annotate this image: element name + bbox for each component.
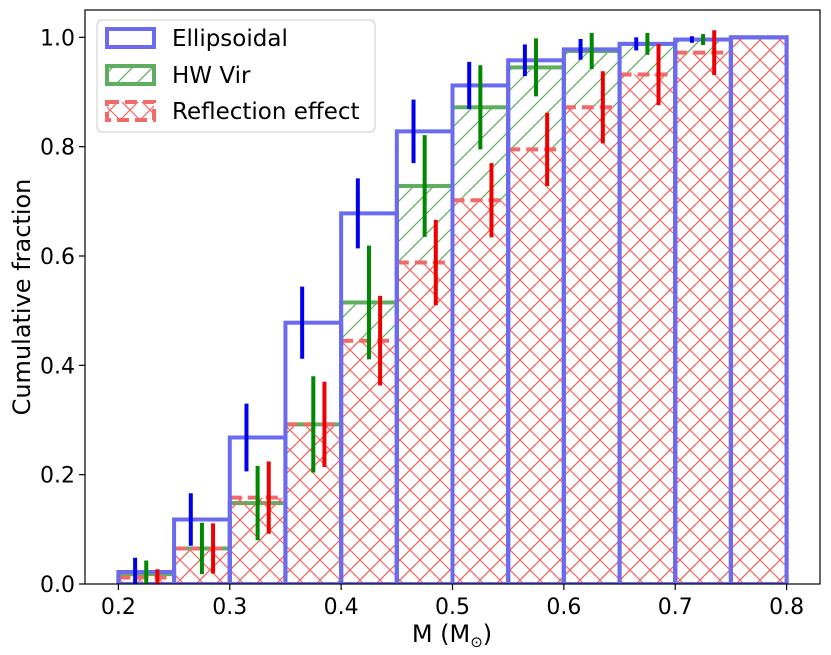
y-axis-ticks: 0.0 0.2 0.4 0.6 0.8 1.0 bbox=[40, 26, 85, 598]
x-tick-label: 0.2 bbox=[101, 595, 136, 620]
reflection-effect-bar bbox=[673, 50, 733, 584]
y-tick-label: 0.2 bbox=[40, 464, 75, 489]
reflection-effect-bar bbox=[450, 198, 511, 584]
y-tick-label: 0.0 bbox=[40, 573, 75, 598]
legend-label-reflection-effect: Reflection effect bbox=[172, 99, 360, 125]
legend-label-hw-vir: HW Vir bbox=[172, 63, 251, 89]
x-tick-label: 0.3 bbox=[212, 595, 247, 620]
legend-box bbox=[96, 19, 376, 133]
x-axis-ticks: 0.2 0.3 0.4 0.5 0.6 0.7 0.8 bbox=[101, 584, 804, 620]
x-tick-label: 0.8 bbox=[769, 595, 804, 620]
x-tick-label: 0.6 bbox=[546, 595, 581, 620]
reflection-effect-bar bbox=[728, 35, 789, 584]
ellipsoidal-bar bbox=[728, 35, 789, 584]
legend-swatch-ellipsoidal bbox=[105, 27, 156, 49]
y-tick-label: 0.4 bbox=[40, 354, 75, 379]
y-tick-label: 0.8 bbox=[40, 136, 75, 161]
x-tick-label: 0.7 bbox=[658, 595, 693, 620]
reflection-effect-bar bbox=[339, 338, 399, 584]
x-tick-label: 0.4 bbox=[324, 595, 359, 620]
y-axis-label: Cumulative fraction bbox=[8, 179, 36, 416]
x-axis-label: M (M⊙) bbox=[412, 620, 492, 651]
legend-label-ellipsoidal: Ellipsoidal bbox=[172, 26, 288, 52]
x-tick-label: 0.5 bbox=[435, 595, 470, 620]
reflection-effect-bar bbox=[506, 147, 566, 584]
legend-swatch-hw-vir bbox=[105, 64, 156, 86]
legend-swatch-reflection-effect bbox=[105, 100, 156, 122]
reflection-effect-bar bbox=[394, 260, 455, 584]
y-tick-label: 1.0 bbox=[40, 26, 75, 51]
reflection-effect-bar bbox=[561, 105, 622, 584]
error-bars bbox=[133, 30, 717, 584]
legend: Ellipsoidal HW Vir Reflection effect bbox=[96, 19, 376, 133]
y-tick-label: 0.6 bbox=[40, 245, 75, 270]
reflection-effect-bar bbox=[617, 72, 678, 584]
